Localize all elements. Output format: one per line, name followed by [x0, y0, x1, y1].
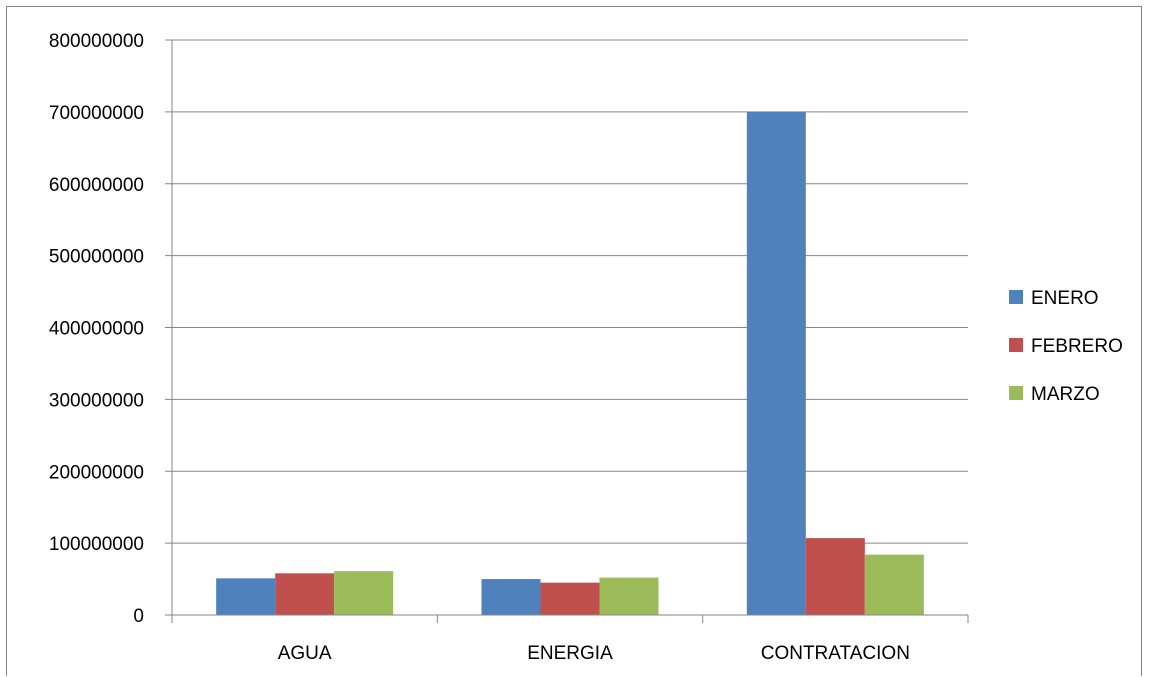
- x-tick-label: AGUA: [278, 643, 332, 664]
- legend-swatch-marzo: [1009, 386, 1023, 400]
- y-tick-label: 300000000: [49, 390, 144, 411]
- bar-febrero-contratacion: [805, 538, 865, 615]
- bars: [216, 111, 924, 615]
- y-tick-label: 600000000: [49, 175, 144, 196]
- x-tick-label: ENERGIA: [527, 643, 613, 664]
- x-tick-label: CONTRATACION: [761, 643, 910, 664]
- legend-swatch-febrero: [1009, 338, 1023, 352]
- legend-label-marzo: MARZO: [1031, 384, 1100, 405]
- bar-marzo-agua: [334, 571, 394, 615]
- legend-label-febrero: FEBRERO: [1031, 336, 1123, 357]
- y-tick-label: 200000000: [49, 462, 144, 483]
- chart-area: [6, 6, 1142, 676]
- y-tick-label: 100000000: [49, 534, 144, 555]
- y-tick-label: 700000000: [49, 103, 144, 124]
- bar-febrero-energia: [540, 582, 600, 615]
- bar-marzo-energia: [599, 577, 659, 615]
- y-tick-label: 400000000: [49, 319, 144, 340]
- y-tick-label: 500000000: [49, 247, 144, 268]
- x-axis-tick-labels: AGUA ENERGIA CONTRATACION: [278, 643, 910, 664]
- bar-enero-contratacion: [746, 111, 806, 615]
- y-axis-tick-labels: 0 100000000 200000000 300000000 400000000 500…: [49, 31, 144, 627]
- legend: ENERO FEBRERO MARZO: [1009, 288, 1123, 405]
- gridlines: [165, 39, 968, 616]
- axes: [171, 40, 969, 623]
- legend-swatch-enero: [1009, 290, 1023, 304]
- bar-enero-energia: [481, 579, 541, 615]
- bar-febrero-agua: [275, 573, 335, 615]
- y-tick-label: 0: [133, 606, 144, 627]
- bar-marzo-contratacion: [864, 554, 924, 615]
- legend-label-enero: ENERO: [1031, 288, 1099, 309]
- y-tick-label: 800000000: [49, 31, 144, 52]
- bar-enero-agua: [216, 578, 276, 615]
